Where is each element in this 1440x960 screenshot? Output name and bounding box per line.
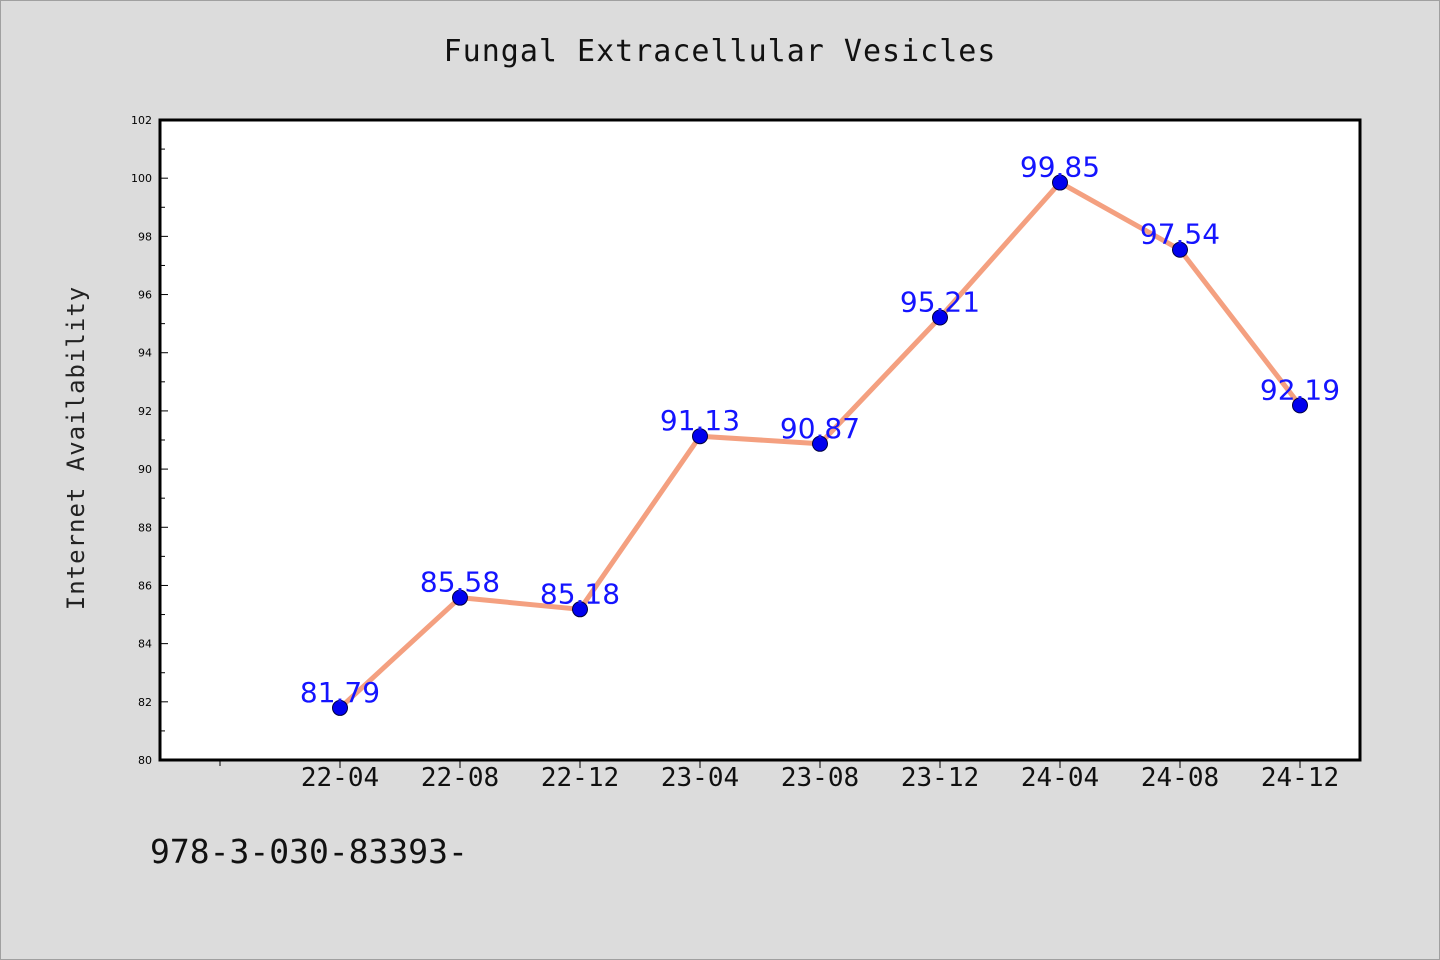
x-tick-label: 22-12: [541, 763, 619, 793]
y-tick-label: 102: [131, 114, 152, 127]
y-tick-label: 84: [138, 638, 152, 651]
y-tick-label: 82: [138, 696, 152, 709]
y-tick-label: 80: [138, 754, 152, 767]
data-point: [452, 589, 468, 606]
x-tick-label: 23-12: [901, 763, 979, 793]
x-tick-label: 24-04: [1021, 763, 1099, 793]
data-point: [932, 309, 948, 326]
x-tick-label: 22-04: [301, 763, 379, 793]
data-point: [1052, 174, 1068, 191]
data-label: 90.87: [780, 412, 860, 445]
data-label: 85.58: [420, 566, 500, 599]
data-label: 81.79: [300, 676, 380, 709]
data-label: 99.85: [1020, 151, 1100, 184]
chart-title: Fungal Extracellular Vesicles: [443, 34, 997, 69]
y-tick-label: 88: [138, 521, 152, 534]
y-tick-label: 94: [138, 347, 152, 360]
data-label: 92.19: [1260, 373, 1340, 406]
data-point: [812, 435, 828, 452]
x-tick-label: 24-12: [1261, 763, 1339, 793]
y-tick-label: 92: [138, 405, 152, 418]
data-label: 95.21: [900, 286, 980, 319]
data-point: [692, 428, 708, 445]
x-tick-label: 23-08: [781, 763, 859, 793]
data-point: [1292, 397, 1308, 414]
data-label: 85.18: [540, 577, 620, 610]
y-tick-label: 86: [138, 579, 152, 592]
x-tick-label: 22-08: [421, 763, 499, 793]
data-point: [332, 699, 348, 716]
x-tick-label: 24-08: [1141, 763, 1219, 793]
data-point: [572, 601, 588, 618]
x-tick-label: 23-04: [661, 763, 739, 793]
y-tick-label: 98: [138, 230, 152, 243]
y-tick-label: 96: [138, 289, 152, 302]
footer-text: 978-3-030-83393-: [150, 832, 468, 871]
data-label: 97.54: [1140, 218, 1220, 251]
data-point: [1172, 241, 1188, 258]
y-tick-label: 100: [131, 172, 152, 185]
data-label: 91.13: [660, 404, 740, 437]
y-tick-label: 90: [138, 463, 152, 476]
